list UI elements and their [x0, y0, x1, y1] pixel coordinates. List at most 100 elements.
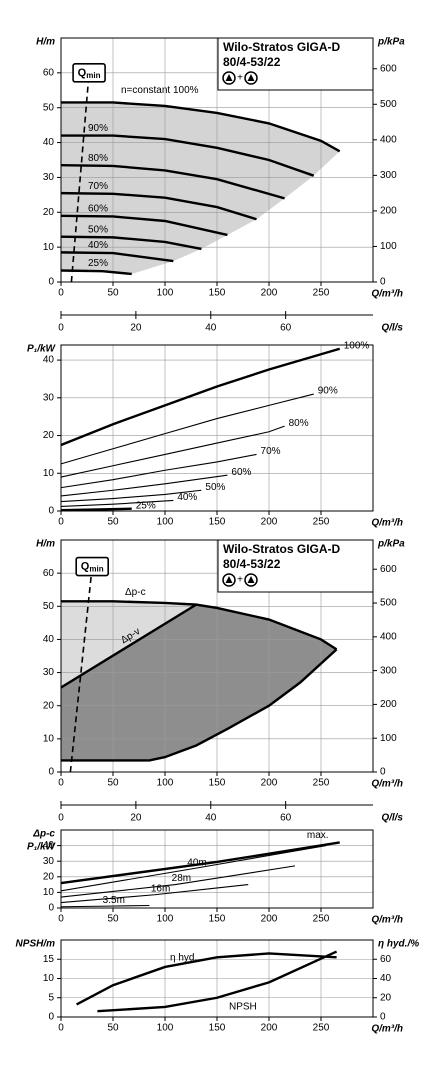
curve-label: max.: [307, 830, 329, 841]
curve-label: 50%: [88, 224, 108, 235]
plot-frame: [60, 939, 374, 1018]
x2-axis-label: Q/l/s: [381, 813, 403, 824]
y-tick-label: 0: [48, 1012, 54, 1023]
x-tick-label: 100: [157, 288, 174, 299]
x-tick-label: 0: [58, 517, 64, 528]
y2-tick-label: 200: [380, 699, 397, 710]
y2-tick-label: 400: [380, 134, 397, 145]
curve: [60, 474, 228, 497]
x-axis-label: Q/m³/h: [371, 779, 403, 790]
x-tick-label: 150: [209, 778, 226, 789]
x-tick-label: 200: [261, 517, 278, 528]
y-tick-label: 50: [43, 601, 55, 612]
x-tick-label: 50: [107, 517, 119, 528]
y-tick-label: 0: [48, 903, 54, 914]
y-axis-label: P₁/kW: [27, 344, 57, 355]
y2-tick-label: 300: [380, 170, 397, 181]
qmin-line: [70, 72, 90, 283]
curve-label: 80%: [88, 153, 108, 164]
title-box: [217, 539, 374, 593]
qmin-box: [75, 556, 109, 577]
x-tick-label: 50: [107, 1023, 119, 1034]
curve: [60, 251, 174, 263]
curve: [61, 101, 341, 153]
curve-label: 25%: [88, 258, 108, 269]
y-axis-label: H/m: [36, 37, 55, 48]
curve-label: 90%: [318, 386, 338, 397]
curve: [97, 950, 338, 1013]
x-axis-label: Q/m³/h: [371, 915, 403, 926]
x-tick-label: 250: [313, 517, 330, 528]
curve: [60, 214, 228, 237]
curve-label: 90%: [88, 123, 108, 134]
y-tick-label: 30: [43, 172, 55, 183]
plot-frame: [60, 829, 374, 909]
y-tick-label: 0: [48, 767, 54, 778]
y-tick-label: 60: [43, 67, 55, 78]
curve-label: η hyd.: [170, 953, 197, 964]
x-tick-label: 50: [107, 914, 119, 925]
y-tick-label: 50: [43, 102, 55, 113]
curve: [60, 499, 174, 508]
x-tick-label: 100: [157, 517, 174, 528]
qmin-sub: min: [89, 565, 103, 574]
curve: [60, 884, 249, 904]
y2-axis-label: η hyd./%: [378, 939, 419, 950]
curve-label: 40%: [177, 492, 197, 503]
curve-label: 60%: [88, 203, 108, 214]
curve-label: NPSH: [229, 1001, 257, 1012]
y2-tick-label: 500: [380, 598, 397, 609]
x-tick-label: 150: [209, 914, 226, 925]
y-tick-label: 10: [43, 242, 55, 253]
y2-tick-label: 200: [380, 206, 397, 217]
y-tick-label: 60: [43, 568, 55, 579]
curve-label: Δp-c: [125, 587, 146, 598]
y-tick-label: 40: [43, 355, 55, 366]
x-tick-label: 150: [209, 517, 226, 528]
y2-tick-label: 0: [380, 1012, 386, 1023]
curve-label: 25%: [136, 500, 156, 511]
curve: [60, 347, 341, 447]
title: Wilo-Stratos GIGA-D: [223, 542, 341, 556]
y-tick-label: 20: [43, 700, 55, 711]
y-tick-label: 30: [43, 392, 55, 403]
x-tick-label: 250: [313, 288, 330, 299]
control-mode-label: Δp-c: [32, 829, 55, 840]
x-tick-label: 0: [58, 914, 64, 925]
title: Wilo-Stratos GIGA-D: [223, 40, 341, 54]
curve: [60, 235, 202, 251]
subtitle: 80/4-53/22: [223, 557, 281, 571]
y-tick-label: 0: [48, 506, 54, 517]
pump-symbol-arrow: [247, 74, 255, 81]
curve-label: 80%: [289, 418, 309, 429]
curve: [61, 134, 315, 177]
qmin-sub: min: [86, 71, 100, 80]
subtitle: 80/4-53/22: [223, 55, 281, 69]
x-tick-label: 200: [261, 1023, 278, 1034]
x-tick-label: 0: [58, 778, 64, 789]
x-tick-label: 150: [209, 1023, 226, 1034]
curve-label: 40%: [88, 240, 108, 251]
x-tick-label: 100: [157, 1023, 174, 1034]
x-axis-label: Q/m³/h: [371, 289, 403, 300]
y-tick-label: 40: [43, 137, 55, 148]
curve: [60, 865, 296, 898]
y2-tick-label: 100: [380, 733, 397, 744]
qmin-label: Qmin: [81, 560, 104, 573]
qmin-box: [72, 63, 106, 83]
x-tick-label: 100: [157, 778, 174, 789]
y-tick-label: 30: [43, 856, 55, 867]
y2-tick-label: 400: [380, 631, 397, 642]
y2-tick-label: 0: [380, 277, 386, 288]
y-tick-label: 10: [43, 468, 55, 479]
y-axis-label: H/m: [36, 539, 55, 550]
x2-tick-label: 0: [58, 813, 64, 824]
x-tick-label: 250: [313, 1023, 330, 1034]
y-tick-label: 40: [43, 840, 55, 851]
x2-tick-label: 60: [280, 813, 292, 824]
x-tick-label: 200: [261, 288, 278, 299]
x2-tick-label: 20: [130, 323, 142, 334]
x-tick-label: 50: [107, 778, 119, 789]
